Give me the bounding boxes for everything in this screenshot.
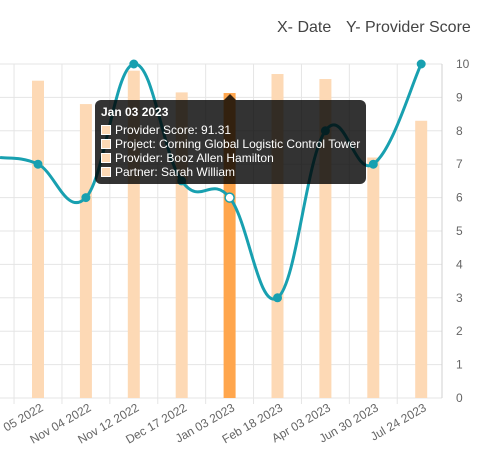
tooltip-text-partner: Partner: Sarah William	[115, 165, 236, 179]
line-point	[224, 192, 235, 203]
y-tick-label: 0	[456, 391, 463, 405]
y-tick-label: 10	[456, 57, 470, 71]
tooltip-swatch	[101, 125, 111, 135]
tooltip-line-score: Provider Score: 91.31	[101, 123, 360, 137]
y-tick-label: 5	[456, 224, 463, 238]
tooltip-text-project: Project: Corning Global Logistic Control…	[115, 137, 361, 151]
line-point	[368, 159, 378, 169]
tooltip-line-provider: Provider: Booz Allen Hamilton	[101, 151, 360, 165]
y-tick-label: 8	[456, 124, 463, 138]
y-tick-label: 1	[456, 358, 463, 372]
y-tick-label: 3	[456, 291, 463, 305]
chart-tooltip: Jan 03 2023 Provider Score: 91.31 Projec…	[95, 94, 366, 184]
line-point	[33, 159, 43, 169]
line-point	[416, 59, 426, 69]
y-tick-label: 7	[456, 157, 463, 171]
tooltip-line-project: Project: Corning Global Logistic Control…	[101, 137, 360, 151]
y-tick-label: 6	[456, 191, 463, 205]
tooltip-swatch	[101, 167, 111, 177]
bar	[367, 157, 380, 398]
tooltip-swatch	[101, 153, 111, 163]
line-point	[273, 293, 282, 303]
bar	[79, 104, 92, 398]
tooltip-swatch	[101, 139, 111, 149]
x-axis-caption: X- Date	[277, 19, 332, 36]
y-tick-label: 4	[456, 257, 463, 271]
y-tick-label: 9	[456, 90, 463, 104]
tooltip-text-score: Provider Score: 91.31	[115, 123, 232, 137]
bar	[415, 120, 428, 398]
line-point	[129, 59, 139, 69]
y-axis-caption: Y- Provider Score	[346, 19, 471, 36]
line-point	[81, 193, 91, 203]
tooltip-line-partner: Partner: Sarah William	[101, 165, 360, 179]
tooltip-title: Jan 03 2023	[101, 105, 169, 119]
y-tick-label: 2	[456, 324, 463, 338]
tooltip-text-provider: Provider: Booz Allen Hamilton	[115, 151, 274, 165]
bar	[32, 80, 44, 398]
